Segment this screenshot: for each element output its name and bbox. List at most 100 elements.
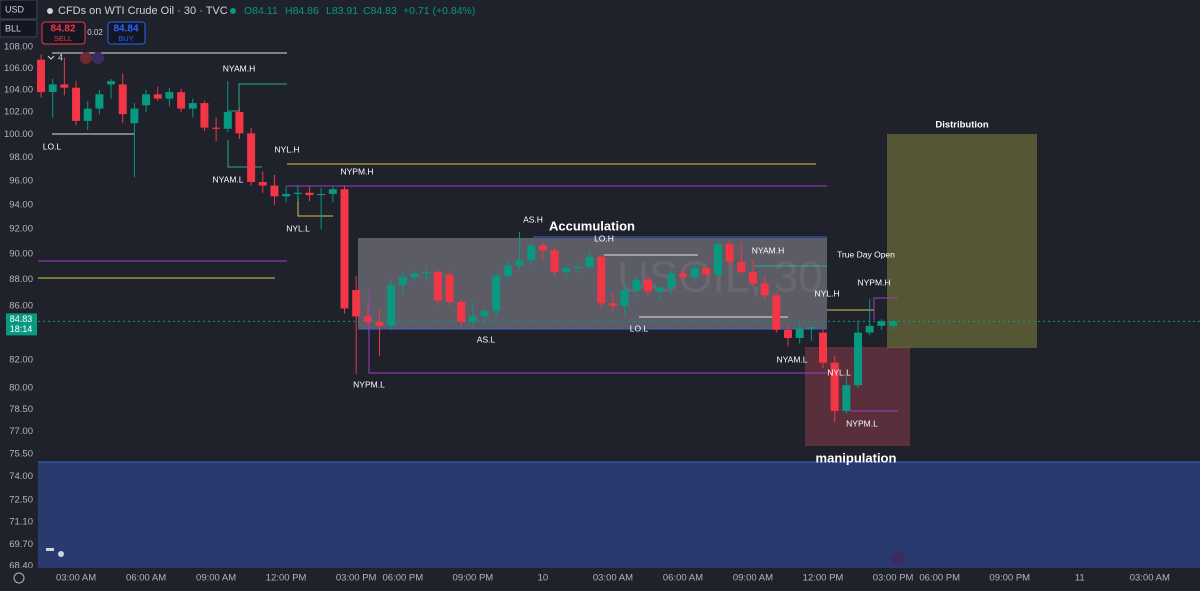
y-tick-label: 86.00 <box>9 300 33 311</box>
label: NYPM.L <box>846 418 878 428</box>
unit-button[interactable] <box>0 19 38 38</box>
x-tick-label: 12:00 PM <box>803 573 844 584</box>
candle-body <box>188 103 197 109</box>
candles <box>37 54 898 423</box>
x-tick-label: 09:00 AM <box>196 573 236 584</box>
candle-body <box>480 311 489 317</box>
candle-body <box>748 271 757 284</box>
candle-body <box>107 81 116 85</box>
indicator-count: 4 <box>58 52 63 62</box>
candle-body <box>212 127 221 129</box>
candle-body <box>503 265 512 276</box>
time-axis <box>0 568 1200 591</box>
candle-body <box>118 84 127 115</box>
x-tick-label: 11 <box>1075 573 1085 584</box>
candle-body <box>340 189 349 309</box>
y-tick-label: 74.00 <box>9 471 33 482</box>
candle-body <box>282 193 291 197</box>
change: +0.71 (+0.84%) <box>403 5 475 17</box>
candle-body <box>305 192 314 196</box>
candle-body <box>130 108 139 124</box>
y-tick-label: 77.00 <box>9 426 33 437</box>
x-tick-label: 06:00 PM <box>919 573 960 584</box>
candle-body <box>328 189 337 194</box>
candle-body <box>585 256 594 267</box>
candle-body <box>375 321 384 326</box>
indicator-icon[interactable] <box>80 52 92 64</box>
candle-body <box>60 84 69 88</box>
x-tick-label: 09:00 AM <box>733 573 773 584</box>
candle-body <box>737 261 746 272</box>
y-tick-label: 82.00 <box>9 354 33 365</box>
label: NYAM.L <box>212 174 243 184</box>
spread: 0.02 <box>87 28 103 37</box>
time-axis-labels: 03:00 AM 06:00 AM 09:00 AM 12:00 PM 03:00 PM… <box>56 573 1170 584</box>
candle-body <box>492 275 501 312</box>
currency-button[interactable] <box>0 0 38 20</box>
level-line <box>873 297 898 320</box>
candle-body <box>690 268 699 278</box>
candle-body <box>410 273 419 278</box>
symbol[interactable]: CFDs on WTI Crude Oil · 30 · TVC <box>58 5 228 17</box>
countdown: 18:14 <box>10 324 33 334</box>
candle-body <box>573 266 582 269</box>
x-tick-label: 12:00 PM <box>266 573 307 584</box>
status-dot <box>230 8 236 14</box>
label: NYPM.H <box>857 277 890 287</box>
label: NYAM.L <box>776 354 807 364</box>
price-axis-labels: 108.00 106.00 104.00 102.00 100.00 98.00 96.00… <box>4 42 33 572</box>
label: NYL.L <box>827 367 851 377</box>
candle-body <box>842 385 851 411</box>
indicator-icon[interactable] <box>92 52 104 64</box>
x-tick-label: 06:00 AM <box>126 573 166 584</box>
settings-button[interactable] <box>13 572 25 584</box>
y-tick-label: 106.00 <box>4 63 33 74</box>
y-tick-label: 69.70 <box>9 539 33 550</box>
candle-body <box>445 274 454 302</box>
candle-body <box>317 193 326 196</box>
label: NYPM.H <box>340 166 373 176</box>
collapse-chevron[interactable] <box>47 55 55 60</box>
candle-body <box>538 245 547 251</box>
y-tick-label: 68.40 <box>9 561 33 572</box>
candle-body <box>270 185 279 197</box>
candle-body <box>293 192 302 194</box>
currency: USD <box>5 4 25 14</box>
label: Accumulation <box>549 218 635 233</box>
x-tick-label: 03:00 PM <box>873 573 914 584</box>
candle-body <box>608 303 617 306</box>
buy-price: 84.84 <box>113 24 138 35</box>
annotations: NYAM.H LO.L NYAM.L NYL.H NYL.L NYPM.H AS… <box>43 63 989 465</box>
distribution-box <box>887 134 1037 348</box>
alert-icon[interactable] <box>891 552 905 566</box>
label: Distribution <box>935 120 988 131</box>
x-tick-label: 06:00 AM <box>663 573 703 584</box>
candle-body <box>889 321 898 326</box>
candle-body <box>83 108 92 121</box>
candle-body <box>865 325 874 333</box>
candle-body <box>784 329 793 338</box>
x-tick-label: 09:00 PM <box>989 573 1030 584</box>
candle-body <box>363 316 372 322</box>
candle-body <box>515 260 524 266</box>
buy-button[interactable] <box>107 21 146 45</box>
last-price: 84.83 <box>10 314 33 324</box>
y-tick-label: 90.00 <box>9 249 33 260</box>
sell-button[interactable] <box>41 21 86 45</box>
label: NYL.H <box>814 288 839 298</box>
y-tick-label: 108.00 <box>4 42 33 53</box>
candle-body <box>819 332 828 363</box>
x-tick-label: 03:00 AM <box>56 573 96 584</box>
label: LO.L <box>630 323 649 333</box>
candle-body <box>795 328 804 338</box>
level-line <box>228 83 287 112</box>
price-axis <box>0 38 37 568</box>
candle-body <box>877 321 886 326</box>
label: True Day Open <box>837 249 895 259</box>
y-tick-label: 80.00 <box>9 383 33 394</box>
y-tick-label: 104.00 <box>4 84 33 95</box>
candle-body <box>643 279 652 292</box>
range-box <box>38 462 1200 568</box>
label: NYPM.L <box>353 379 385 389</box>
